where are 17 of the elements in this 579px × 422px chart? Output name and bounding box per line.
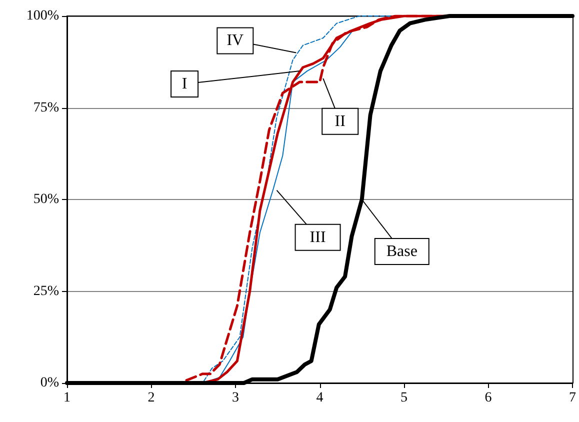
y-tick-label: 100% bbox=[26, 8, 60, 24]
x-tick-label: 5 bbox=[400, 390, 408, 406]
y-tick-label: 75% bbox=[33, 100, 60, 116]
x-tick-label: 6 bbox=[484, 390, 492, 406]
x-tick-label: 3 bbox=[232, 390, 239, 406]
y-tick-label: 0% bbox=[40, 376, 60, 390]
annotation: III bbox=[310, 228, 326, 246]
annotation: Base bbox=[386, 243, 418, 260]
x-tick-label: 1 bbox=[64, 390, 70, 406]
y-tick-label: 50% bbox=[33, 192, 60, 207]
x-tick-label: 7 bbox=[569, 390, 576, 406]
annotation: I bbox=[182, 76, 188, 93]
annotation: II bbox=[334, 112, 346, 130]
y-tick-label: 25% bbox=[33, 284, 60, 299]
x-tick-label: 4 bbox=[316, 390, 324, 406]
x-tick-label: 2 bbox=[148, 390, 155, 406]
annotation: IV bbox=[226, 32, 244, 50]
